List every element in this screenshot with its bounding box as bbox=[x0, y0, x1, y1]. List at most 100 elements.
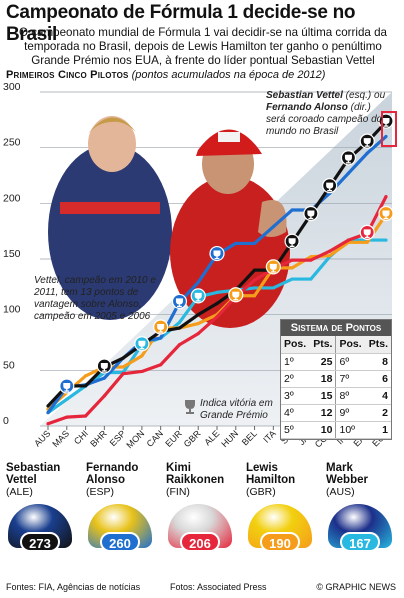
driver-last-name: Raikkonen bbox=[166, 474, 225, 486]
vettel-photo bbox=[48, 144, 172, 320]
driver-country: (ALE) bbox=[6, 486, 33, 498]
pts-header: Pts. bbox=[309, 336, 336, 354]
driver-card: Fernando Alonso (ESP) 260 bbox=[86, 462, 164, 552]
annotation-vettel-name: Sebastian Vettel bbox=[266, 90, 343, 101]
series-point bbox=[252, 294, 257, 298]
win-trophy bbox=[228, 287, 244, 303]
series-point bbox=[159, 336, 163, 340]
x-tick-label: GBR bbox=[182, 428, 203, 449]
driver-last-name: Vettel bbox=[6, 474, 37, 486]
driver-country: (AUS) bbox=[326, 486, 355, 498]
trophy-legend-icon bbox=[185, 400, 195, 414]
series-point bbox=[177, 343, 182, 347]
x-tick-label: AUS bbox=[32, 428, 52, 448]
win-trophy bbox=[359, 133, 375, 149]
series-point bbox=[384, 238, 388, 242]
win-trophy bbox=[209, 245, 225, 262]
vettel-suit-stripe bbox=[60, 202, 160, 214]
driver-last-name: Alonso bbox=[86, 474, 125, 486]
alonso-cap bbox=[196, 129, 262, 156]
pts-1st: 15 bbox=[309, 387, 336, 405]
annotation-mid2: (dir.) será coroado campeão do mundo no … bbox=[266, 102, 383, 137]
win-trophy bbox=[303, 205, 319, 222]
series-point bbox=[121, 372, 125, 376]
driver-first-name: Fernando bbox=[86, 462, 139, 474]
series-point bbox=[46, 411, 50, 415]
x-tick-label: ITA bbox=[261, 428, 278, 445]
series-point bbox=[46, 404, 50, 408]
series-point bbox=[252, 286, 257, 290]
win-trophy bbox=[359, 224, 375, 240]
driver-first-name: Lewis bbox=[246, 462, 278, 474]
win-trophy bbox=[171, 293, 188, 310]
driver-first-name: Kimi bbox=[166, 462, 191, 474]
points-row: 5º 10 10º 1 bbox=[281, 421, 391, 439]
series-point bbox=[177, 326, 182, 330]
series-point bbox=[196, 280, 200, 284]
x-tick-label: MON bbox=[124, 428, 146, 450]
points-row: 4º 12 9º 2 bbox=[281, 404, 391, 422]
win-trophy bbox=[134, 336, 150, 352]
series-point bbox=[328, 254, 332, 258]
series-point bbox=[196, 331, 200, 336]
win-trophy bbox=[153, 319, 169, 335]
driver-first-name: Mark bbox=[326, 462, 353, 474]
series-point bbox=[196, 321, 200, 326]
series-point bbox=[365, 151, 369, 155]
page-title: Campeonato de Fórmula 1 decide-se no Bra… bbox=[6, 2, 356, 45]
series-point bbox=[83, 374, 88, 378]
annotation-alonso-name: Fernando Alonso bbox=[266, 102, 348, 113]
vettel-face bbox=[88, 116, 136, 172]
win-trophy bbox=[378, 205, 394, 222]
driver-points-badge: 206 bbox=[180, 532, 220, 552]
pts-2nd: 4 bbox=[365, 387, 391, 405]
pos-1st: 3º bbox=[281, 387, 310, 405]
series-point bbox=[309, 277, 313, 281]
series-point bbox=[215, 315, 219, 319]
points-row: 1º 25 6º 8 bbox=[281, 353, 391, 371]
win-trophy bbox=[96, 358, 112, 374]
series-point bbox=[234, 241, 238, 246]
driver-country: (ESP) bbox=[86, 486, 115, 498]
series-point bbox=[65, 415, 69, 419]
section-heading-caps: Primeiros Cinco Pilotos bbox=[6, 69, 129, 81]
pts-1st: 10 bbox=[309, 421, 336, 439]
x-tick-label: ALE bbox=[202, 428, 221, 447]
driver-last-name: Webber bbox=[326, 474, 368, 486]
pos-1st: 2º bbox=[281, 370, 310, 388]
x-tick-label: HUN bbox=[219, 428, 240, 449]
driver-last-name: Hamilton bbox=[246, 474, 296, 486]
alonso-cap-logo bbox=[218, 132, 240, 142]
win-trophy bbox=[322, 178, 338, 194]
x-tick-label: MAS bbox=[50, 428, 71, 449]
champion-annotation: Sebastian Vettel (esq.) ou Fernando Alon… bbox=[266, 90, 386, 138]
series-point bbox=[384, 195, 388, 199]
driver-points-badge: 167 bbox=[340, 532, 380, 552]
series-point bbox=[290, 258, 294, 262]
series-point bbox=[290, 208, 294, 212]
series-point bbox=[196, 313, 200, 317]
y-tick-label: 200 bbox=[3, 192, 21, 204]
series-point bbox=[346, 238, 351, 242]
x-tick-label: CAN bbox=[145, 428, 166, 449]
title-highlight-box bbox=[381, 111, 397, 147]
series-point bbox=[346, 171, 351, 175]
series-point bbox=[252, 241, 257, 246]
series-point bbox=[290, 266, 294, 270]
series-point bbox=[121, 356, 125, 360]
drivers-row: Sebastian Vettel (ALE) 273 Fernando Alonso (ES… bbox=[0, 462, 404, 582]
points-header-row: Pos. Pts. Pos. Pts. bbox=[281, 336, 391, 354]
series-point bbox=[83, 384, 88, 388]
section-heading-note: (pontos acumulados na época de 2012) bbox=[131, 69, 326, 81]
driver-card: Sebastian Vettel (ALE) 273 bbox=[6, 462, 84, 552]
chart-win-markers bbox=[59, 113, 394, 394]
pts-2nd: 1 bbox=[365, 421, 391, 439]
y-tick-label: 50 bbox=[3, 359, 15, 371]
points-system-title: Sistema de Pontos bbox=[281, 320, 391, 336]
x-tick-label: BEL bbox=[240, 428, 259, 447]
pos-2nd: 7º bbox=[335, 370, 366, 388]
y-tick-label: 250 bbox=[3, 137, 21, 149]
alonso-fist bbox=[258, 200, 287, 237]
driver-points-badge: 260 bbox=[100, 532, 140, 552]
points-row: 2º 18 7º 6 bbox=[281, 370, 391, 388]
